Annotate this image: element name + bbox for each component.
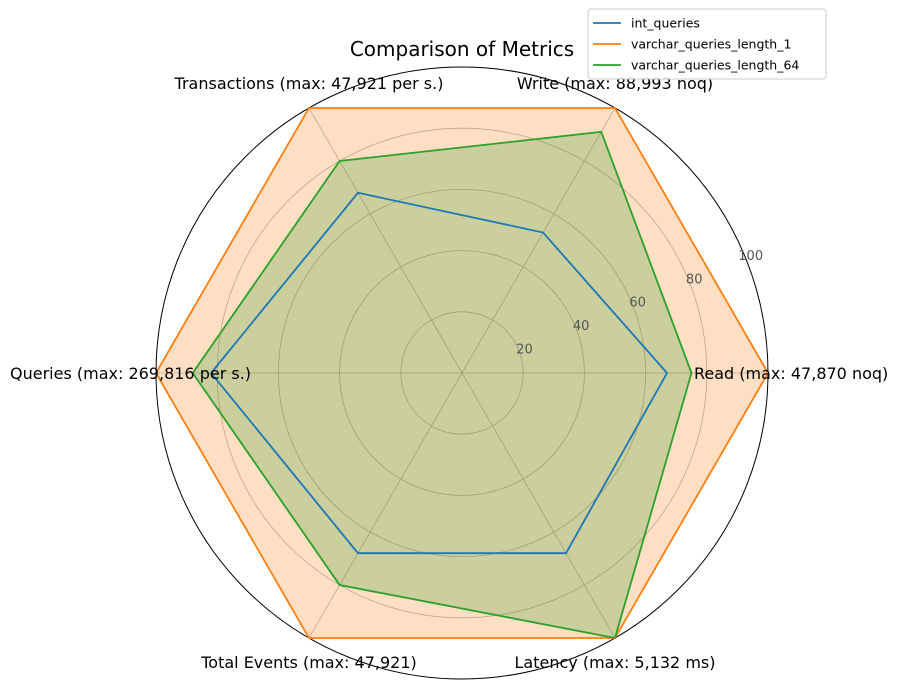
category-label: Total Events (max: 47,921) xyxy=(200,653,417,672)
legend-label: varchar_queries_length_64 xyxy=(631,58,799,73)
category-label: Transactions (max: 47,921 per s.) xyxy=(174,74,444,93)
legend-box xyxy=(587,8,827,80)
radial-tick-labels: 20 40 60 80 100 xyxy=(516,249,763,358)
radial-tick-label: 80 xyxy=(686,272,703,287)
spoke-line xyxy=(461,372,616,639)
chart-title: Comparison of Metrics xyxy=(350,37,574,61)
category-label: Read (max: 47,870 noq) xyxy=(694,364,888,383)
legend-label: int_queries xyxy=(631,16,700,31)
radial-tick-label: 60 xyxy=(629,296,646,311)
category-labels: Read (max: 47,870 noq)Write (max: 88,993… xyxy=(10,74,888,672)
spoke-line xyxy=(308,107,463,374)
spoke-line xyxy=(461,107,616,374)
radial-tick-label: 40 xyxy=(573,319,590,334)
legend-label: varchar_queries_length_1 xyxy=(631,37,791,52)
series-lines xyxy=(154,107,770,640)
series-line-int_queries xyxy=(209,191,669,555)
series-fill-varchar_queries_length_1 xyxy=(156,108,768,638)
legend: int_queries varchar_queries_length_1varch… xyxy=(587,8,827,80)
category-label: Queries (max: 269,816 per s.) xyxy=(10,364,251,383)
radial-tick-label: 20 xyxy=(516,343,533,358)
series-fills xyxy=(156,108,768,638)
spoke-line xyxy=(308,372,463,639)
category-label: Latency (max: 5,132 ms) xyxy=(515,653,716,672)
radial-tick-label: 100 xyxy=(738,249,763,264)
series-line-varchar_queries_length_64 xyxy=(191,130,693,640)
